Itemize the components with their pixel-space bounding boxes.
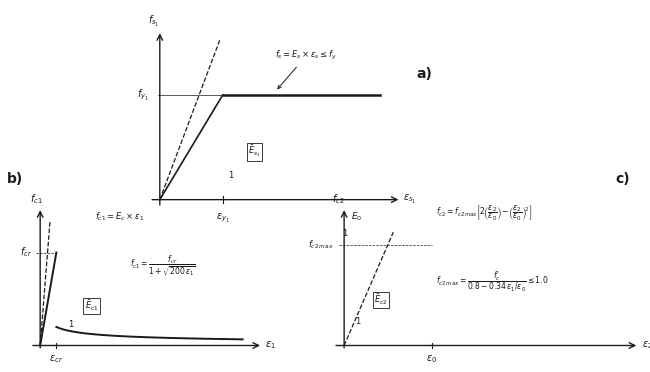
Text: a): a) (416, 67, 432, 81)
Text: b): b) (6, 171, 23, 186)
Text: $\varepsilon_{s_1}$: $\varepsilon_{s_1}$ (404, 193, 417, 206)
Text: 1: 1 (355, 317, 360, 326)
Text: $\varepsilon_1$: $\varepsilon_1$ (265, 340, 276, 352)
Text: $\varepsilon_2$: $\varepsilon_2$ (642, 340, 650, 352)
Text: $\varepsilon_{y_1}$: $\varepsilon_{y_1}$ (216, 211, 229, 224)
Text: $f_{cr}$: $f_{cr}$ (20, 246, 32, 259)
Text: 1: 1 (68, 320, 73, 329)
Text: $\varepsilon_{cr}$: $\varepsilon_{cr}$ (49, 353, 64, 365)
Text: c): c) (616, 171, 630, 186)
Text: 1: 1 (342, 229, 347, 238)
Text: $\bar{E}_{c1}$: $\bar{E}_{c1}$ (84, 299, 98, 313)
Text: $\bar{E}_{c2}$: $\bar{E}_{c2}$ (374, 293, 387, 307)
Text: $f_{c2}$: $f_{c2}$ (332, 192, 345, 206)
Text: $f_{c1} = E_c \times \varepsilon_1$: $f_{c1} = E_c \times \varepsilon_1$ (95, 210, 144, 223)
Text: 1: 1 (229, 171, 234, 180)
Text: $f_{c1}$: $f_{c1}$ (30, 192, 42, 206)
Text: $f_{c2} = f_{c2\,max}\left[2\!\left(\dfrac{\varepsilon_2}{\varepsilon_0}\right)\: $f_{c2} = f_{c2\,max}\left[2\!\left(\dfr… (436, 204, 532, 224)
Text: $f_{c2\,max} = \dfrac{f_c^{\prime}}{0.8-0.34\,\varepsilon_1/\varepsilon_0} \leq : $f_{c2\,max} = \dfrac{f_c^{\prime}}{0.8-… (436, 270, 548, 294)
Text: $\bar{E}_{s_1}$: $\bar{E}_{s_1}$ (248, 144, 261, 159)
Text: $\varepsilon_0$: $\varepsilon_0$ (426, 353, 437, 365)
Text: $E_0$: $E_0$ (351, 210, 362, 223)
Text: $f_{y_1}$: $f_{y_1}$ (137, 87, 150, 102)
Text: $f_{c1} = \dfrac{f_{cr}}{1+\sqrt{200\,\varepsilon_1}}$: $f_{c1} = \dfrac{f_{cr}}{1+\sqrt{200\,\v… (130, 254, 196, 278)
Text: $f_{c2\,max}$: $f_{c2\,max}$ (307, 238, 333, 251)
Text: $f_{s_1}$: $f_{s_1}$ (148, 14, 159, 29)
Text: $f_s = E_s \times \varepsilon_s \leq f_y$: $f_s = E_s \times \varepsilon_s \leq f_y… (276, 49, 337, 89)
